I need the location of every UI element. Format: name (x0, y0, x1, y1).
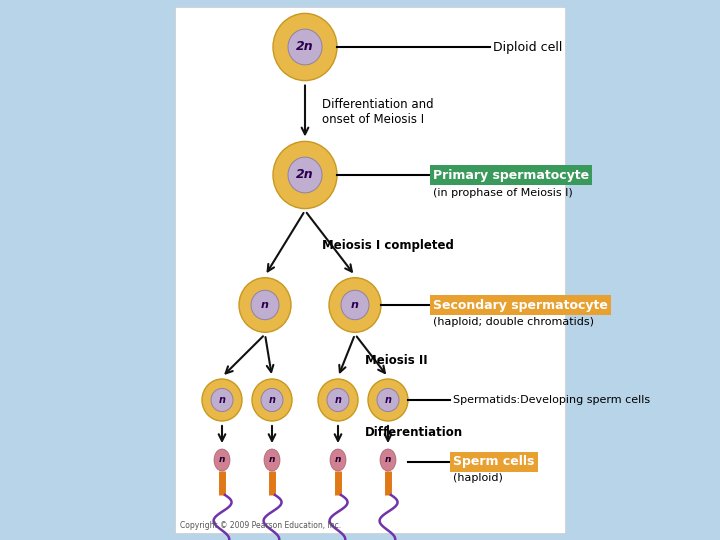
Ellipse shape (377, 388, 399, 411)
Ellipse shape (273, 141, 337, 208)
Text: n: n (384, 456, 391, 464)
Text: Secondary spermatocyte: Secondary spermatocyte (433, 299, 608, 312)
Text: n: n (218, 395, 225, 405)
Text: (haploid; double chromatids): (haploid; double chromatids) (433, 317, 594, 327)
Text: n: n (335, 395, 341, 405)
Ellipse shape (251, 291, 279, 320)
Ellipse shape (239, 278, 291, 332)
Text: n: n (219, 456, 225, 464)
Ellipse shape (329, 278, 381, 332)
Ellipse shape (318, 379, 358, 421)
Ellipse shape (380, 449, 396, 471)
Ellipse shape (202, 379, 242, 421)
Ellipse shape (214, 449, 230, 471)
Text: n: n (269, 395, 276, 405)
Bar (175, 7, 565, 533)
Ellipse shape (264, 449, 280, 471)
Text: n: n (351, 300, 359, 310)
Text: n: n (261, 300, 269, 310)
Text: n: n (335, 456, 341, 464)
Text: 2n: 2n (296, 168, 314, 181)
Text: Sperm cells: Sperm cells (453, 456, 534, 469)
Ellipse shape (341, 291, 369, 320)
Text: n: n (269, 456, 275, 464)
Ellipse shape (252, 379, 292, 421)
Ellipse shape (327, 388, 349, 411)
Text: Diploid cell: Diploid cell (493, 40, 562, 53)
Ellipse shape (330, 449, 346, 471)
Ellipse shape (211, 388, 233, 411)
Text: Meiosis II: Meiosis II (365, 354, 428, 367)
Text: Meiosis I completed: Meiosis I completed (322, 239, 454, 252)
Text: Differentiation: Differentiation (365, 426, 463, 438)
Ellipse shape (368, 379, 408, 421)
Text: Copyright © 2009 Pearson Education, Inc.: Copyright © 2009 Pearson Education, Inc. (180, 521, 341, 530)
Text: Differentiation and
onset of Meiosis I: Differentiation and onset of Meiosis I (322, 98, 433, 126)
Ellipse shape (261, 388, 283, 411)
Text: Primary spermatocyte: Primary spermatocyte (433, 168, 589, 181)
Ellipse shape (273, 14, 337, 80)
Ellipse shape (288, 29, 322, 65)
Text: (haploid): (haploid) (453, 473, 503, 483)
Ellipse shape (288, 157, 322, 193)
Text: n: n (384, 395, 392, 405)
Text: 2n: 2n (296, 40, 314, 53)
Text: (in prophase of Meiosis I): (in prophase of Meiosis I) (433, 188, 572, 198)
Text: Spermatids:Developing sperm cells: Spermatids:Developing sperm cells (453, 395, 650, 405)
